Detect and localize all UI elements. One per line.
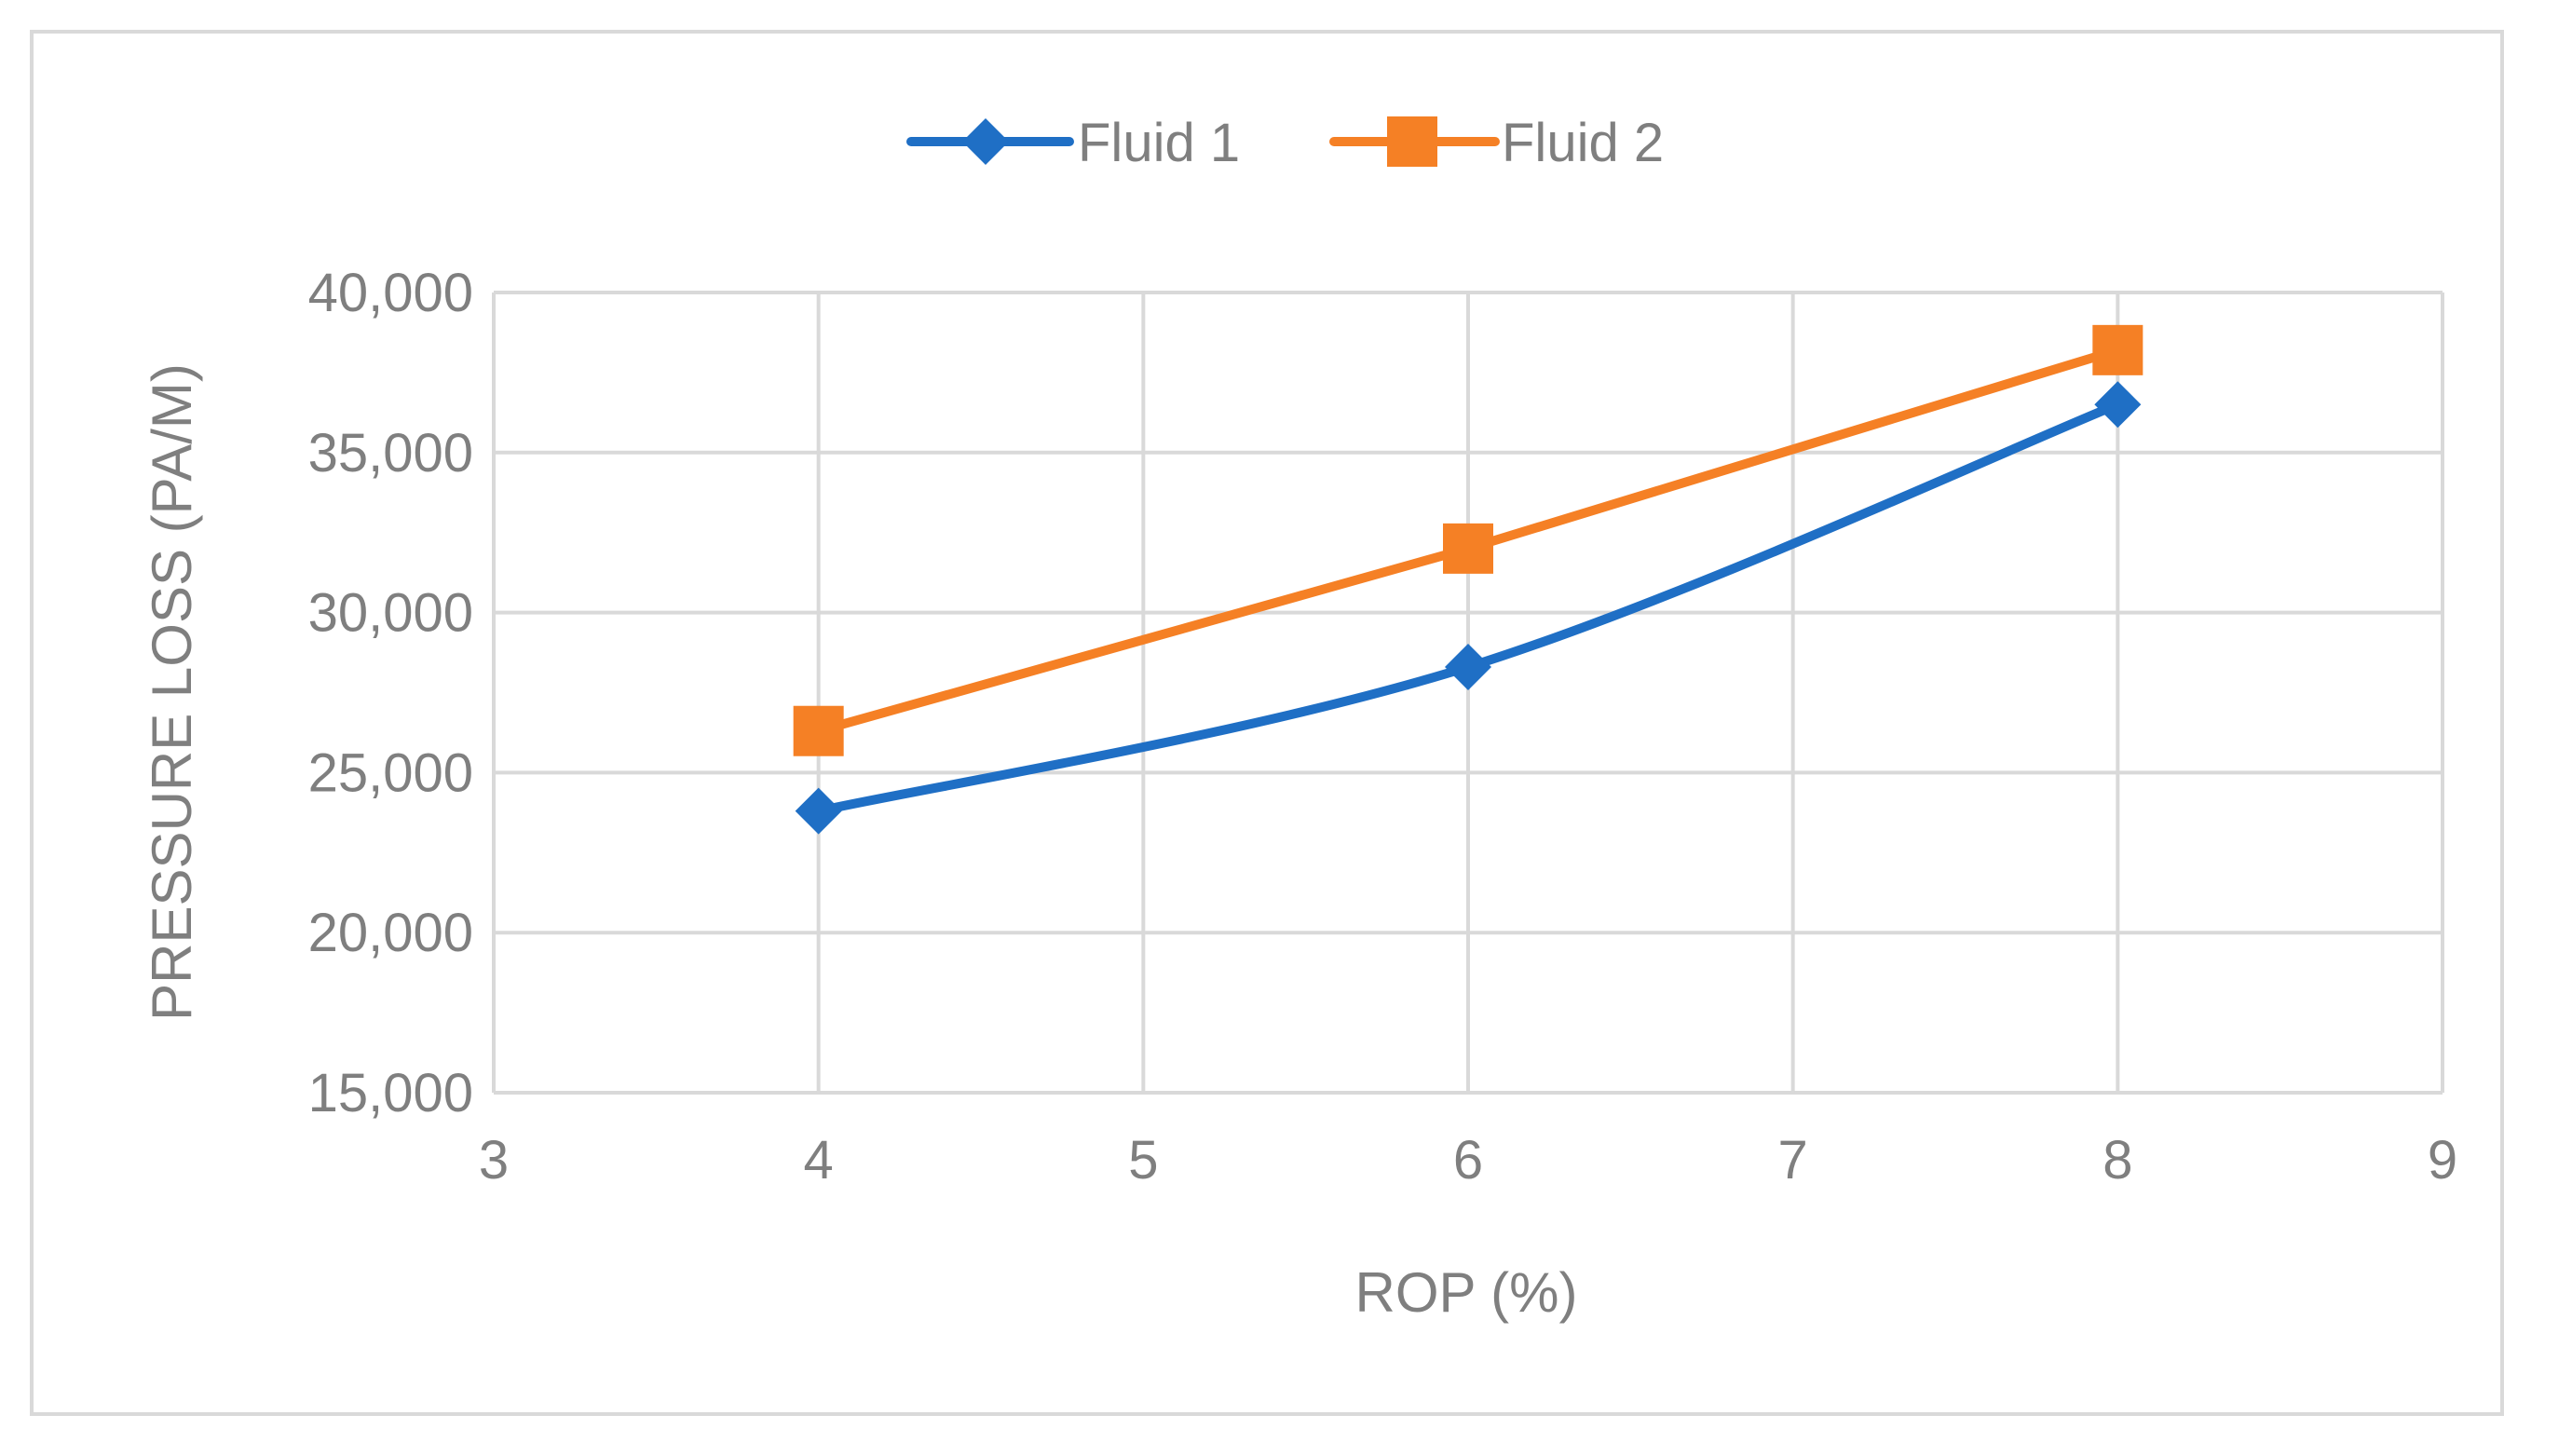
data-point-marker [795, 787, 842, 835]
series-fluid-1 [795, 381, 2142, 835]
legend-item-fluid-2: Fluid 2 [1329, 113, 1664, 173]
data-point-marker [1443, 523, 1493, 574]
y-axis-title: PRESSURE LOSS (PA/M) [141, 363, 203, 1021]
data-point-marker [1445, 644, 1491, 691]
legend-marker [1387, 116, 1437, 167]
y-tick-label: 25,000 [308, 742, 473, 803]
x-tick-label: 9 [2428, 1130, 2457, 1191]
legend-item-fluid-1: Fluid 1 [906, 113, 1240, 173]
legend: Fluid 1 Fluid 2 [906, 113, 1664, 173]
x-tick-label: 3 [479, 1130, 509, 1191]
y-tick-label: 15,000 [308, 1063, 473, 1123]
data-point-marker [2094, 381, 2142, 429]
y-tick-label: 30,000 [308, 583, 473, 644]
x-tick-label: 6 [1453, 1130, 1483, 1191]
tick-labels: 15,000 20,000 25,000 30,000 35,000 40,000 3 4 5 6… [308, 263, 2458, 1191]
x-tick-label: 4 [804, 1130, 834, 1191]
data-point-marker [2092, 324, 2143, 375]
y-tick-label: 35,000 [308, 423, 473, 483]
x-tick-label: 8 [2103, 1130, 2132, 1191]
series [793, 324, 2143, 835]
x-tick-label: 5 [1128, 1130, 1158, 1191]
x-axis-title: ROP (%) [1355, 1261, 1578, 1324]
y-tick-label: 40,000 [308, 263, 473, 323]
grid [492, 291, 2444, 1095]
y-tick-label: 20,000 [308, 903, 473, 963]
series-fluid-2 [793, 324, 2143, 756]
legend-label: Fluid 2 [1502, 113, 1664, 173]
legend-label: Fluid 1 [1078, 113, 1240, 173]
x-tick-label: 7 [1778, 1130, 1808, 1191]
legend-marker [962, 118, 1009, 165]
data-point-marker [793, 705, 844, 756]
